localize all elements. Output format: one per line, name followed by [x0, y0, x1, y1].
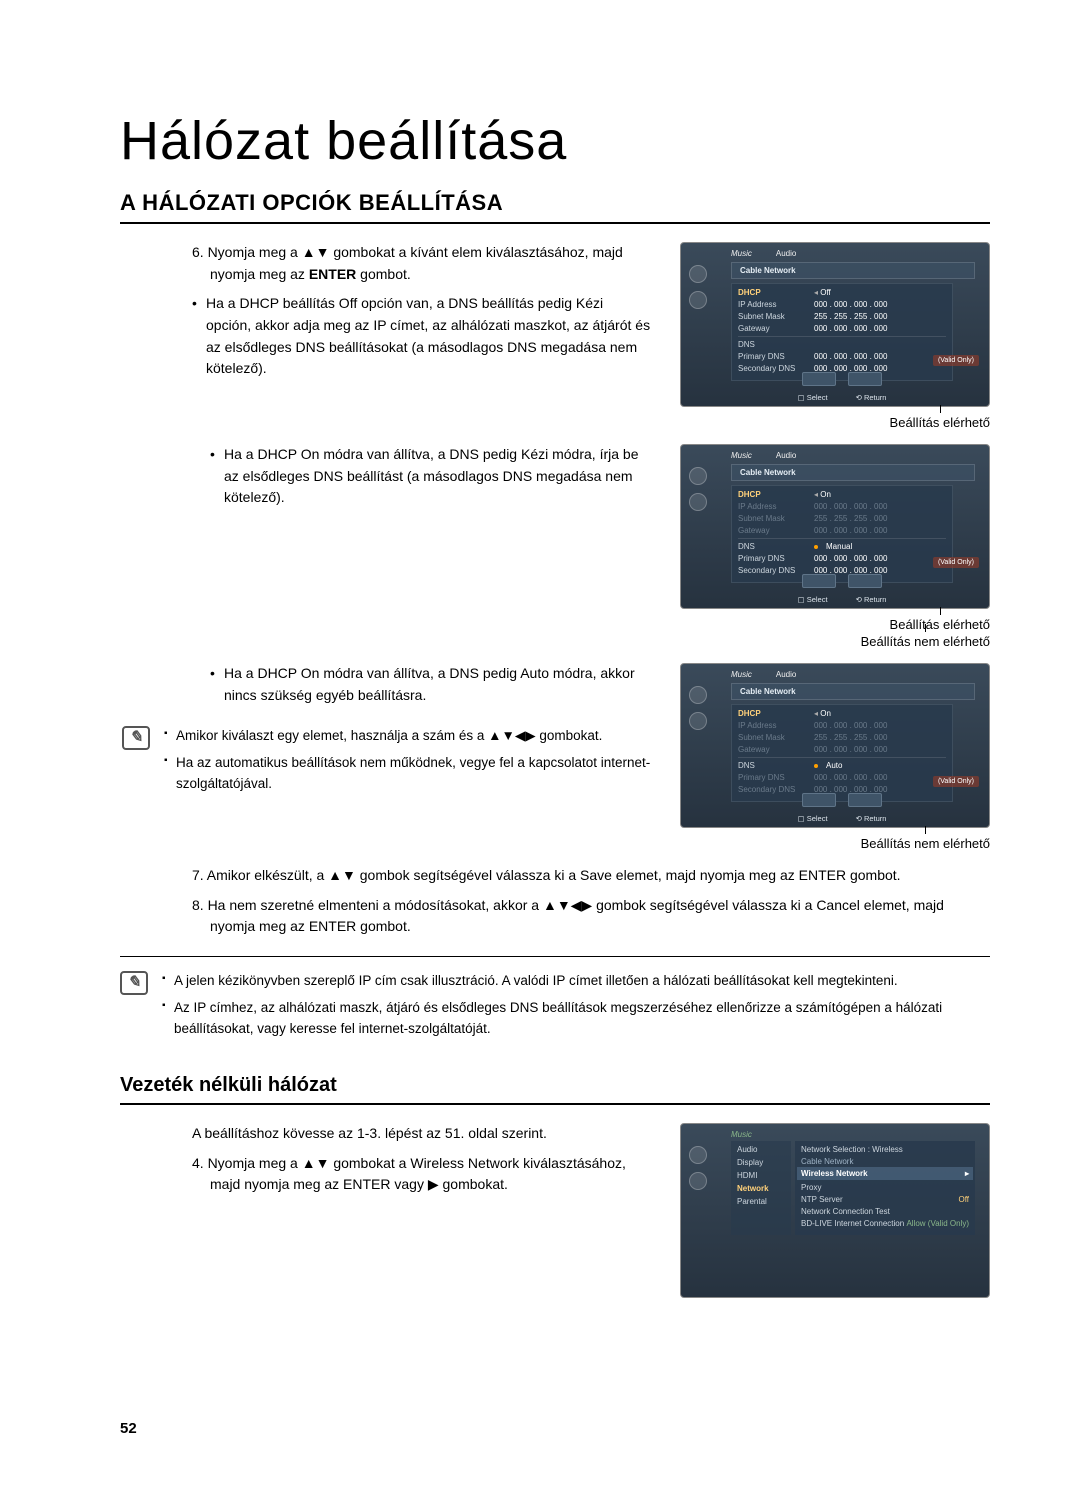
screenshot-dhcp-on-auto: MusicAudio Cable Network DHCPOn IP Addre… [680, 663, 990, 828]
screenshot-dhcp-off: MusicAudio Cable Network DHCPOff IP Addr… [680, 242, 990, 407]
row-wireless: A beállításhoz kövesse az 1-3. lépést az… [120, 1123, 990, 1298]
caption-not-settable-3: Beállítás nem elérhető [861, 836, 990, 851]
note-a: Amikor kiválaszt egy elemet, használja a… [164, 726, 652, 747]
note-icon: ✎ [122, 726, 150, 750]
row-block2: Ha a DHCP On módra van állítva, a DNS pe… [120, 444, 990, 649]
row-block3: Ha a DHCP On módra van állítva, a DNS pe… [120, 663, 990, 851]
bullet-dhcp-off: Ha a DHCP beállítás Off opción van, a DN… [192, 293, 652, 380]
note-b: Ha az automatikus beállítások nem működn… [164, 753, 652, 795]
big-note-a: A jelen kézikönyvben szereplő IP cím csa… [162, 971, 990, 992]
big-note: ✎ A jelen kézikönyvben szereplő IP cím c… [120, 971, 990, 1046]
row-step6-block1: 6. Nyomja meg a ▲▼ gombokat a kívánt ele… [120, 242, 990, 430]
page-number: 52 [120, 1420, 137, 1437]
step-7: 7. Amikor elkészült, a ▲▼ gombok segítsé… [192, 865, 990, 887]
section-heading: A HÁLÓZATI OPCIÓK BEÁLLÍTÁSA [120, 190, 990, 224]
screenshot-dhcp-on-manual: MusicAudio Cable Network DHCPOn IP Addre… [680, 444, 990, 609]
bullet-dhcp-on-auto: Ha a DHCP On módra van állítva, a DNS pe… [210, 663, 652, 706]
bullet-dhcp-on-manual: Ha a DHCP On módra van állítva, a DNS pe… [210, 444, 652, 509]
page-title: Hálózat beállítása [120, 110, 990, 172]
wireless-intro: A beállításhoz kövesse az 1-3. lépést az… [192, 1123, 652, 1145]
caption-settable-1: Beállítás elérhető [890, 415, 990, 430]
caption-not-settable-2: Beállítás nem elérhető [861, 634, 990, 649]
screenshot-wireless-menu: Music Audio Display HDMI Network Parenta… [680, 1123, 990, 1298]
step-6-enter: ENTER [309, 266, 356, 282]
step-8: 8. Ha nem szeretné elmenteni a módosítás… [192, 895, 990, 938]
divider [120, 956, 990, 957]
wireless-heading: Vezeték nélküli hálózat [120, 1074, 990, 1105]
step-6-tail: gombot. [356, 266, 410, 282]
caption-settable-2: Beállítás elérhető [890, 617, 990, 632]
big-note-b: Az IP címhez, az alhálózati maszk, átjár… [162, 998, 990, 1040]
note-icon-2: ✎ [120, 971, 148, 995]
wireless-step4: 4. Nyomja meg a ▲▼ gombokat a Wireless N… [192, 1153, 652, 1196]
step-6: 6. Nyomja meg a ▲▼ gombokat a kívánt ele… [192, 242, 652, 285]
